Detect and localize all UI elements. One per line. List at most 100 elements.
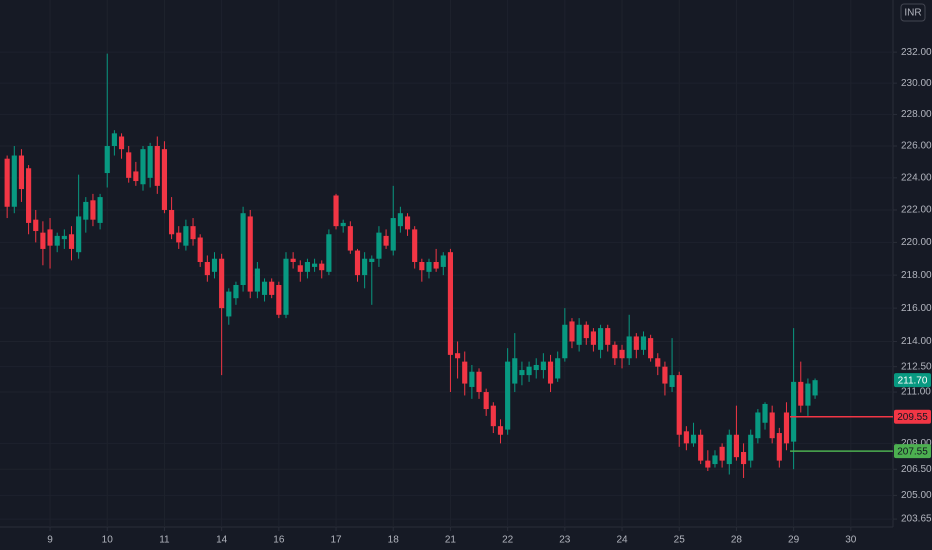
x-tick-label: 10 — [102, 535, 114, 546]
y-tick-label: 206.50 — [901, 464, 932, 475]
x-tick-label: 25 — [674, 535, 686, 546]
candle-body — [440, 255, 446, 267]
candle-body — [76, 216, 82, 253]
candle-body — [254, 268, 260, 292]
last-price-label: 211.70 — [898, 375, 928, 386]
candle-body — [598, 328, 604, 350]
x-tick-label: 22 — [502, 535, 514, 546]
candle-body — [455, 353, 461, 359]
candle-body — [497, 426, 504, 435]
candle-body — [233, 284, 239, 299]
candle-body — [755, 412, 761, 439]
y-tick-label: 203.65 — [901, 514, 932, 525]
candle-body — [390, 218, 396, 251]
x-tick-label: 30 — [845, 535, 857, 546]
candle-body — [83, 201, 89, 220]
candle-body — [590, 331, 597, 345]
candle-body — [612, 344, 618, 359]
candle-body — [683, 431, 689, 444]
candle-body — [104, 145, 110, 174]
candle-body — [519, 370, 525, 376]
candle-body — [276, 284, 282, 315]
candle-body — [540, 361, 546, 371]
candle-body — [18, 155, 25, 190]
candle-body — [319, 263, 325, 271]
x-tick-label: 17 — [330, 535, 342, 546]
candle-body — [376, 232, 382, 259]
candle-body — [526, 366, 532, 376]
candle-body — [312, 263, 318, 267]
candle-body — [33, 219, 39, 232]
y-tick-label: 205.00 — [901, 490, 932, 501]
candle-body — [805, 383, 811, 406]
candle-body — [576, 324, 582, 345]
candle-body — [340, 222, 346, 227]
candle-body — [226, 291, 232, 317]
candle-body — [204, 261, 210, 276]
candle-body — [483, 392, 489, 410]
candle-body — [726, 434, 732, 465]
candle-body — [154, 145, 160, 186]
candle-body — [183, 226, 189, 246]
candle-body — [555, 358, 561, 379]
candle-body — [705, 460, 711, 468]
y-tick-label: 212.50 — [901, 361, 932, 372]
price-label: 207.55 — [897, 446, 928, 457]
candle-body — [690, 434, 697, 444]
candle-body — [404, 216, 411, 230]
x-tick-label: 23 — [559, 535, 571, 546]
candle-body — [426, 261, 432, 272]
candle-body — [547, 361, 554, 384]
candle-body — [740, 451, 747, 465]
candle-body — [169, 209, 175, 235]
candle-body — [719, 446, 725, 461]
candle-body — [605, 328, 611, 345]
candle-body — [304, 261, 311, 272]
candle-body — [126, 152, 132, 178]
candle-body — [776, 433, 782, 461]
y-tick-label: 230.00 — [901, 78, 932, 89]
candle-body — [297, 265, 303, 272]
candle-body — [40, 232, 46, 249]
candle-body — [4, 158, 10, 207]
y-tick-label: 218.00 — [901, 270, 932, 281]
y-tick-label: 220.00 — [901, 237, 932, 248]
candle-body — [648, 338, 654, 359]
candle-body — [111, 133, 117, 146]
candle-body — [140, 149, 146, 185]
candle-body — [362, 258, 368, 276]
candle-body — [269, 281, 275, 295]
candle-body — [633, 336, 639, 350]
candle-body — [505, 361, 511, 430]
candle-body — [247, 216, 253, 292]
candle-body — [190, 226, 196, 240]
candle-body — [283, 258, 289, 315]
candle-body — [447, 252, 454, 355]
candle-body — [512, 358, 518, 384]
candle-body — [90, 200, 96, 220]
candle-body — [54, 235, 60, 246]
x-tick-label: 16 — [273, 535, 285, 546]
y-tick-label: 232.00 — [901, 47, 932, 58]
currency-box[interactable] — [900, 3, 926, 22]
candle-body — [333, 195, 339, 227]
candle-body — [26, 168, 32, 223]
currency[interactable]: INR — [904, 8, 921, 19]
candle-body — [676, 375, 682, 435]
x-tick-label: 28 — [731, 535, 743, 546]
candle-body — [11, 155, 17, 207]
candle-body — [290, 258, 296, 262]
candle-body — [133, 171, 139, 182]
candle-body — [812, 380, 818, 396]
price-label-box — [894, 409, 931, 424]
candle-body — [583, 324, 589, 339]
candle-body — [118, 136, 125, 150]
candle-body — [569, 321, 575, 342]
candle-body — [783, 412, 790, 444]
candle-body — [219, 258, 225, 309]
candle-body — [197, 237, 203, 262]
candle-body — [712, 455, 718, 465]
candle-body — [47, 229, 53, 246]
candle-body — [791, 381, 797, 442]
candle-body — [369, 258, 375, 262]
